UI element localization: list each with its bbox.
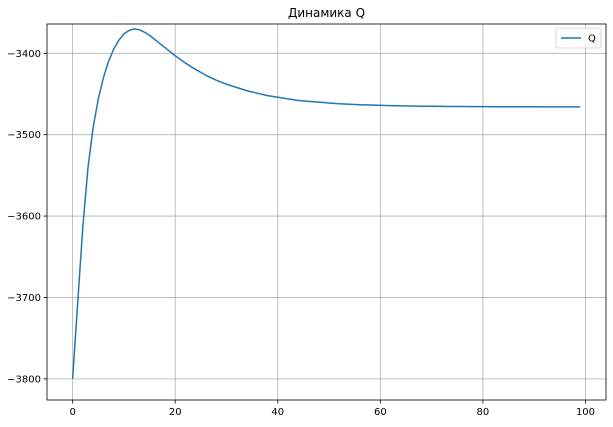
axes-frame <box>46 23 607 401</box>
x-tick-label: 100 <box>576 407 595 418</box>
x-tick-label: 80 <box>477 407 490 418</box>
chart-title: Динамика Q <box>288 6 365 20</box>
x-tick-label: 60 <box>374 407 387 418</box>
y-tick-label: −3800 <box>7 374 41 385</box>
x-tick-label: 40 <box>271 407 284 418</box>
legend-label: Q <box>588 34 596 45</box>
y-tick-label: −3500 <box>7 130 41 141</box>
x-tick-label: 0 <box>69 407 75 418</box>
x-tick-label: 20 <box>169 407 182 418</box>
series-line-Q <box>71 28 581 379</box>
y-tick-label: −3700 <box>7 293 41 304</box>
plot-area: 0 20 40 60 80 100 −3800 −3700 −3600 −3500 −3400 Q <box>7 23 607 418</box>
y-tick-label: −3400 <box>7 49 41 60</box>
legend: Q <box>555 27 602 49</box>
y-tick-label: −3600 <box>7 212 41 223</box>
